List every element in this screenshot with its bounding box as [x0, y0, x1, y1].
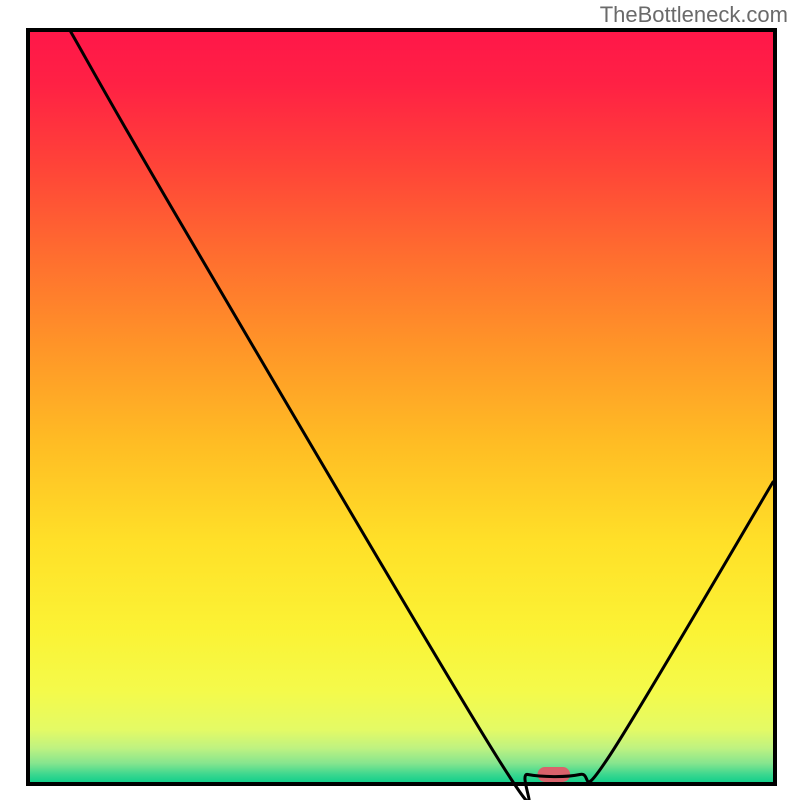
watermark-text: TheBottleneck.com: [600, 2, 788, 28]
chart-root: { "watermark": { "text": "TheBottleneck.…: [0, 0, 800, 800]
curve-path: [71, 32, 773, 800]
optimal-marker: [537, 767, 570, 782]
bottleneck-curve: [30, 32, 773, 782]
